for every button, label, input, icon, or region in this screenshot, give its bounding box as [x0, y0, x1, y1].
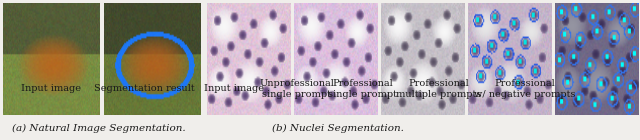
Text: Professional
w/ negative prompts: Professional w/ negative prompts [474, 79, 575, 99]
Text: Unprofessional
single prompt: Unprofessional single prompt [260, 79, 334, 99]
Text: Segmentation result: Segmentation result [93, 84, 195, 93]
Text: Professional
single prompt: Professional single prompt [328, 79, 397, 99]
Text: (b) Nuclei Segmentation.: (b) Nuclei Segmentation. [272, 124, 404, 133]
Text: Input image: Input image [21, 84, 81, 93]
Text: (a) Natural Image Segmentation.: (a) Natural Image Segmentation. [12, 124, 185, 133]
Text: Input image: Input image [204, 84, 264, 93]
Text: Professional
multiple prompts: Professional multiple prompts [396, 79, 481, 99]
